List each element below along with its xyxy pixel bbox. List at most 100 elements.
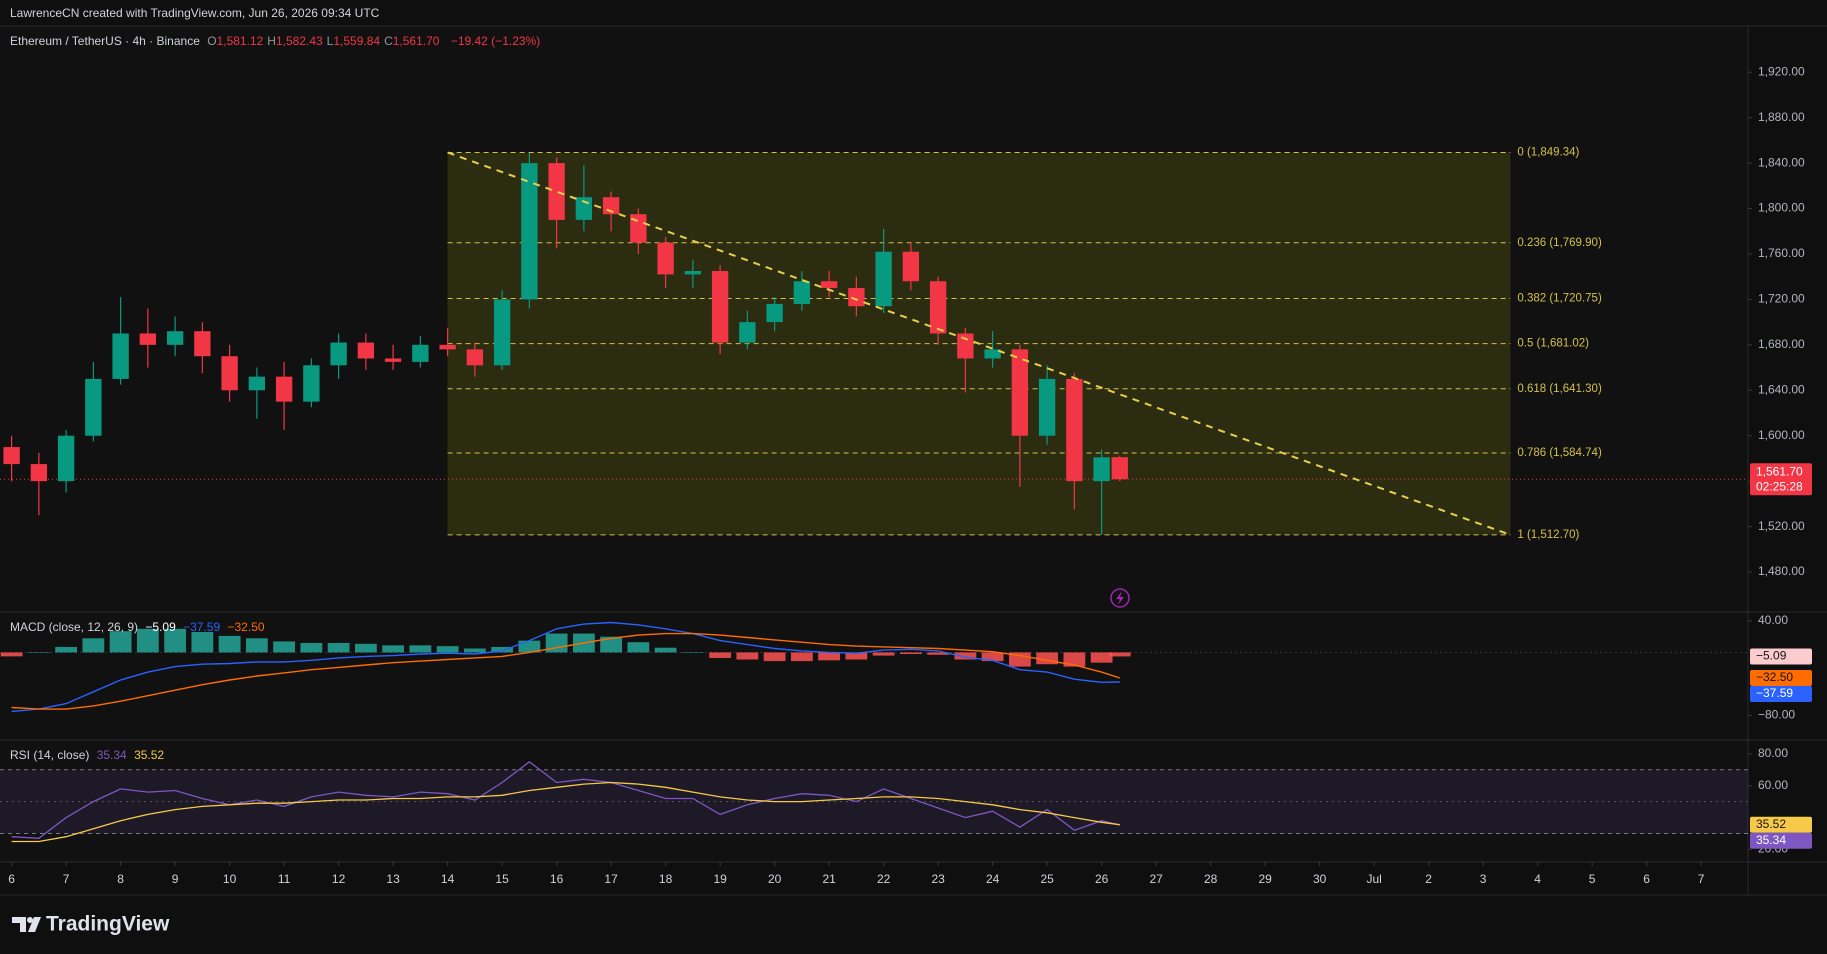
macd-histogram-bar xyxy=(55,646,78,653)
macd-histogram-bar xyxy=(954,652,977,660)
alert-circle xyxy=(1110,588,1130,608)
x-tick-label: 23 xyxy=(931,872,945,886)
candle-body xyxy=(412,344,429,362)
candle-body xyxy=(711,271,729,343)
macd-histogram-bar xyxy=(436,646,459,653)
rsi-line xyxy=(11,760,1120,839)
fib-label: 0 (1,849.34) xyxy=(1517,147,1579,159)
candle-body xyxy=(739,322,756,343)
candle-body xyxy=(330,342,347,366)
y-tick-label: 1,600.00 xyxy=(1758,428,1805,442)
y-tick-label: 1,880.00 xyxy=(1758,110,1805,124)
candle-body xyxy=(957,333,974,359)
candle-body xyxy=(57,435,75,482)
macd-histogram-bar xyxy=(736,652,759,660)
y-tick-label: 1,720.00 xyxy=(1758,292,1805,306)
value-badge-label: 35.34 xyxy=(1756,833,1786,847)
candle-body xyxy=(30,464,48,482)
candle-body xyxy=(820,281,838,289)
fib-label: 0.618 (1,641.30) xyxy=(1517,383,1602,395)
ohlc-key: C xyxy=(384,34,393,48)
macd-histogram-bar xyxy=(899,652,922,655)
value-badge-label: −32.50 xyxy=(1756,670,1793,684)
x-tick-label: 12 xyxy=(332,872,346,886)
candle-body xyxy=(303,365,320,402)
x-tick-label: 3 xyxy=(1480,872,1487,886)
macd-histogram-bar xyxy=(872,652,895,656)
macd-histogram-bar xyxy=(1108,652,1131,657)
macd-histogram-bar xyxy=(354,643,377,653)
rsi-legend-value: 35.34 xyxy=(96,748,127,762)
ohlc-key: L xyxy=(326,34,334,48)
macd-histogram-bar xyxy=(382,645,405,653)
value-badge xyxy=(1750,686,1812,703)
macd-histogram-bar xyxy=(1063,652,1086,667)
macd-histogram-bar xyxy=(790,652,813,662)
macd-histogram-bar xyxy=(981,652,1004,662)
candle-body xyxy=(194,331,211,357)
price-badge-label: 1,561.70 xyxy=(1756,464,1803,478)
macd-legend-value: −5.09 xyxy=(145,620,176,634)
candle-body xyxy=(139,333,157,345)
x-tick-label: 17 xyxy=(604,872,618,886)
y-tick-label: 80.00 xyxy=(1758,746,1788,760)
ohlc-value: 1,582.43 xyxy=(275,34,323,48)
macd-histogram-bar xyxy=(109,631,132,653)
fib-label: 0.382 (1,720.75) xyxy=(1517,293,1602,305)
candle-body xyxy=(493,299,511,366)
macd-histogram-bar xyxy=(273,641,296,653)
candle-body xyxy=(1038,378,1056,436)
rsi-ma-line xyxy=(11,781,1120,843)
x-tick-label: 21 xyxy=(822,872,836,886)
candle-body xyxy=(548,163,565,220)
macd-histogram-bar xyxy=(545,633,568,653)
macd-histogram-bar xyxy=(627,642,650,653)
macd-histogram-bar xyxy=(27,652,50,653)
value-badge xyxy=(1750,648,1812,665)
x-tick-label: 7 xyxy=(63,872,70,886)
candle-body xyxy=(630,214,647,243)
macd-histogram-bar xyxy=(463,648,486,653)
x-tick-label: 29 xyxy=(1258,872,1272,886)
x-tick-label: 19 xyxy=(713,872,727,886)
candle-body xyxy=(85,378,102,436)
candle-body xyxy=(384,358,402,362)
price-badge xyxy=(1750,463,1812,496)
macd-histogram-bar xyxy=(818,652,841,661)
macd-histogram-bar xyxy=(518,640,541,653)
alert-bolt xyxy=(1116,591,1124,605)
macd-histogram-bar xyxy=(0,652,23,657)
macd-histogram-bar xyxy=(709,652,732,658)
trendline xyxy=(447,151,1511,536)
ohlc-key: H xyxy=(267,34,276,48)
fib-label: 1 (1,512.70) xyxy=(1517,529,1579,541)
macd-line xyxy=(11,621,1120,713)
candle-body xyxy=(848,288,865,307)
logo-shape xyxy=(28,917,41,932)
value-badge-label: −5.09 xyxy=(1756,649,1787,663)
value-badge-label: −37.59 xyxy=(1756,686,1793,700)
x-tick-label: 26 xyxy=(1095,872,1109,886)
change: −19.42 (−1.23%) xyxy=(450,34,541,48)
signal-line xyxy=(11,632,1121,710)
macd-histogram-bar xyxy=(845,652,868,660)
macd-histogram-bar xyxy=(927,652,950,655)
candle-body xyxy=(902,251,920,282)
y-tick-label: 1,920.00 xyxy=(1758,64,1805,78)
macd-histogram-bar xyxy=(300,642,323,653)
x-tick-label: 18 xyxy=(659,872,673,886)
y-tick-label: 1,640.00 xyxy=(1758,382,1805,396)
x-tick-label: 9 xyxy=(172,872,179,886)
x-tick-label: Jul xyxy=(1366,872,1381,886)
macd-histogram-bar xyxy=(654,647,677,653)
x-tick-label: 25 xyxy=(1040,872,1054,886)
y-tick-label: 1,480.00 xyxy=(1758,564,1805,578)
x-tick-label: 15 xyxy=(495,872,509,886)
macd-histogram-bar xyxy=(327,642,350,653)
candle-body xyxy=(684,271,702,275)
y-tick-label: 1,680.00 xyxy=(1758,337,1805,351)
value-badge xyxy=(1750,832,1812,849)
credit: LawrenceCN created with TradingView.com,… xyxy=(10,6,380,20)
candle-body xyxy=(357,342,375,359)
